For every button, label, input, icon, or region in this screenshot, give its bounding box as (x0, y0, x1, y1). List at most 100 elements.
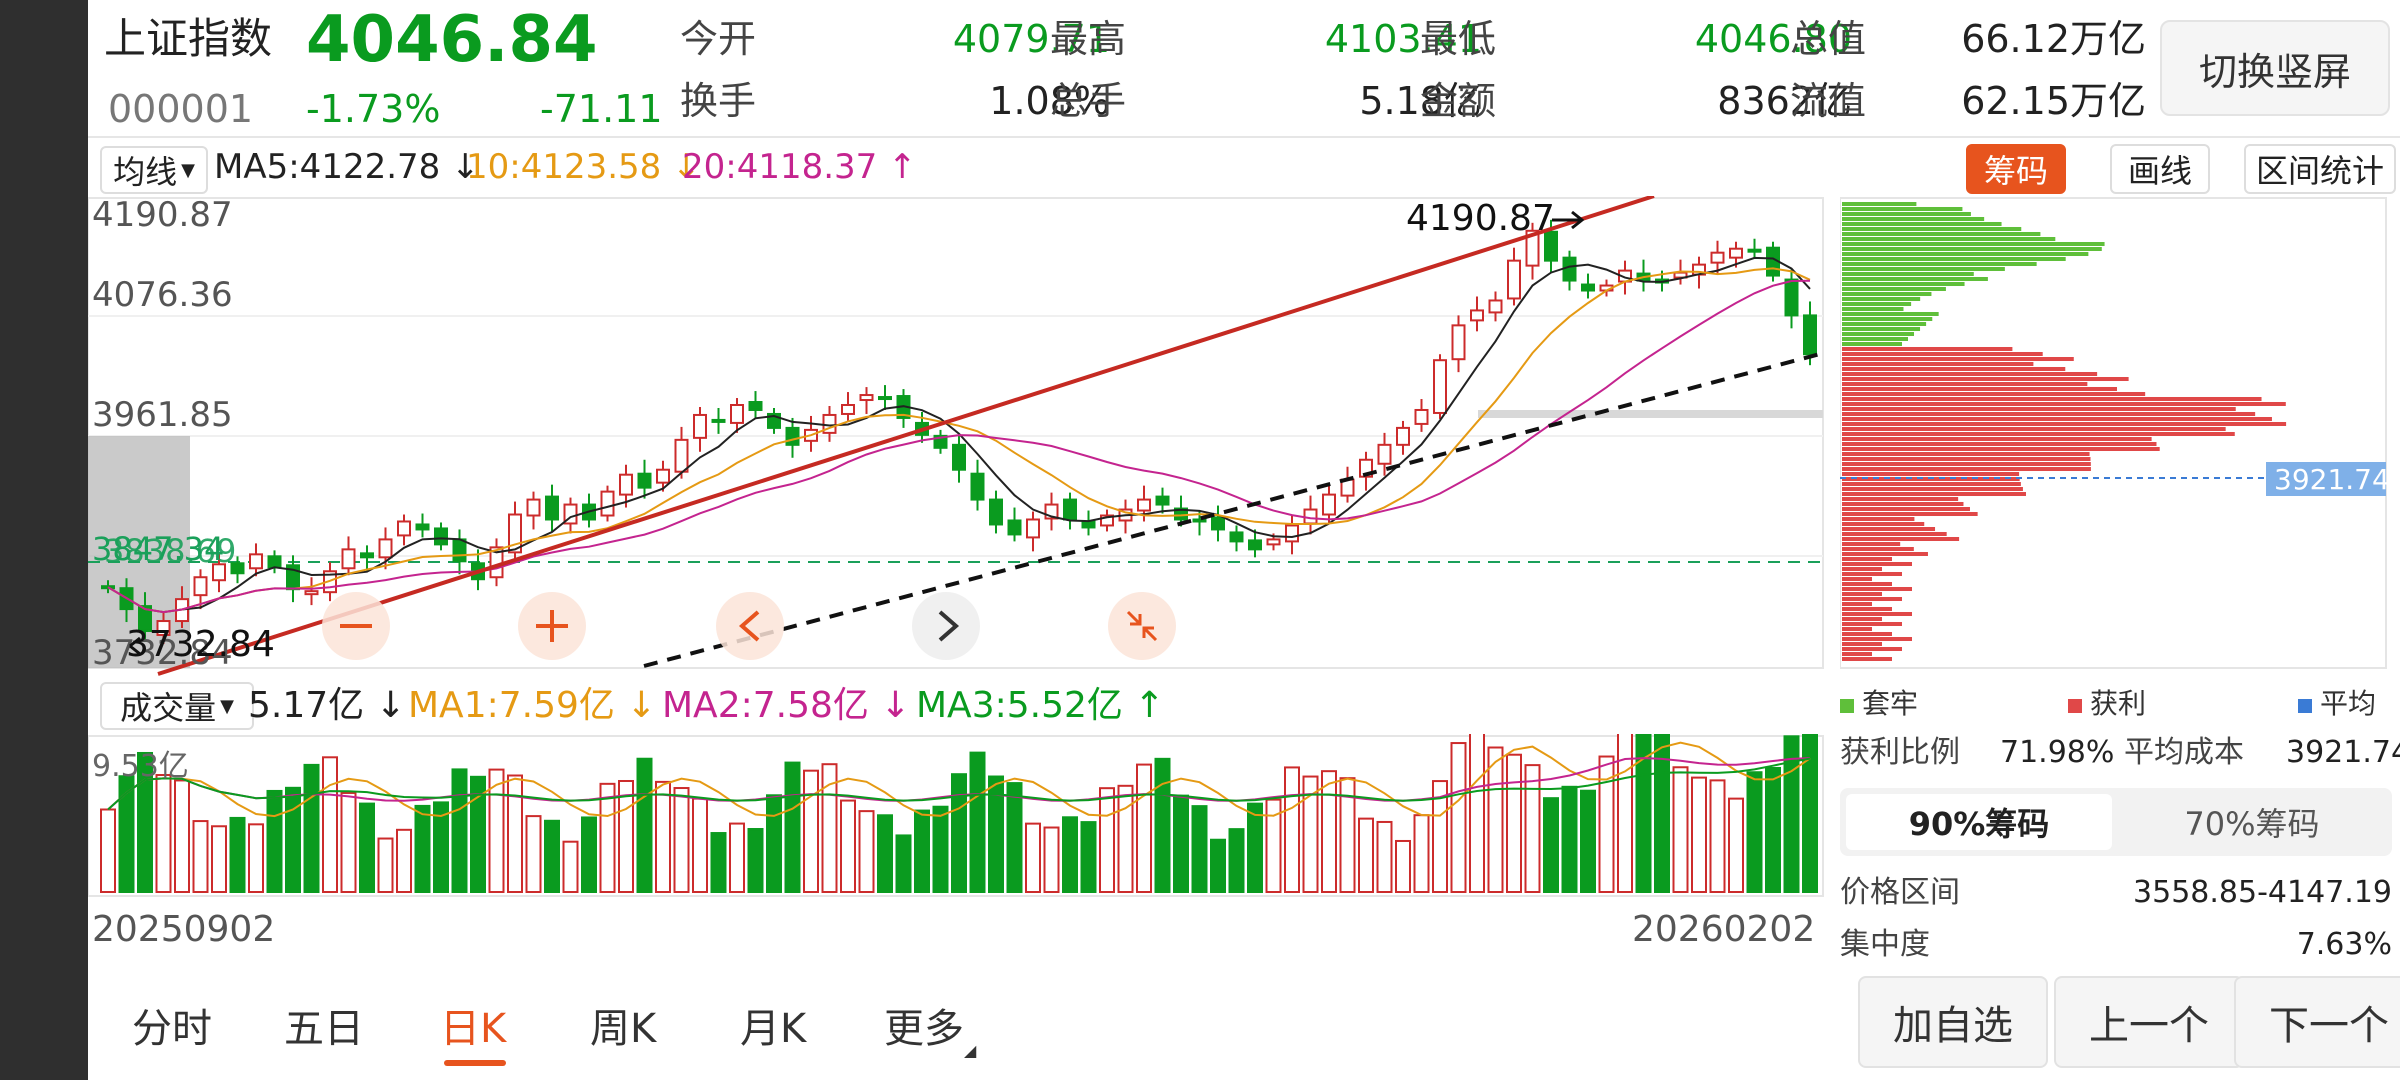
stat-value-turnover: 1.08% (989, 79, 1110, 123)
chip-bar (1842, 522, 1925, 526)
chevron-left-icon (738, 610, 760, 642)
candle-body (360, 552, 374, 559)
chip-bar (1842, 627, 1872, 631)
volume-bar (322, 756, 338, 894)
price-tick-4: 3847.34 (92, 530, 224, 568)
candle-body (711, 418, 726, 423)
tab-daily-k[interactable]: 日K (440, 1006, 507, 1052)
high-annotation: 4190.87 (1406, 198, 1555, 239)
chip-bar (1842, 377, 2129, 381)
candle-body (434, 527, 448, 546)
volume-bar (1691, 776, 1707, 893)
stat-label-turnover: 换手 (680, 79, 757, 123)
chip-bar (1842, 577, 1872, 581)
volume-ma2: MA2:7.58亿 ↓ (662, 685, 911, 726)
candle-body (1229, 531, 1244, 543)
shrink-icon (1126, 610, 1158, 642)
volume-bar (211, 825, 227, 893)
chip-bar (1842, 652, 1872, 656)
candle-body (156, 620, 171, 636)
volume-bar (137, 751, 153, 893)
next-stock-button[interactable]: 下一个 (2234, 976, 2400, 1068)
chart-tool-shrink[interactable] (1108, 592, 1176, 660)
legend-trapped: 套牢 (1840, 690, 1918, 718)
price-highlight-band (1478, 410, 1823, 418)
chip-bar (1842, 502, 1964, 506)
chip-bar (1842, 397, 2262, 401)
volume-bar (1524, 764, 1541, 893)
candle-body (1377, 443, 1392, 465)
volume-bar (729, 822, 745, 893)
overlap-price-label: 3838.69 (104, 532, 236, 570)
tab-monthly-k[interactable]: 月K (740, 1006, 807, 1052)
price-tick-1: 4190.87 (92, 196, 233, 235)
red-square-icon (2068, 699, 2082, 713)
volume-bar (1487, 746, 1504, 894)
volume-bar (1321, 770, 1337, 893)
chip-bar (1842, 412, 2256, 416)
candle-body (249, 553, 263, 570)
candle-body (1488, 299, 1503, 314)
candle-body (1803, 314, 1817, 356)
add-watchlist-button[interactable]: 加自选 (1858, 976, 2048, 1068)
chip-bar (1842, 307, 1904, 311)
tab-intraday[interactable]: 分时 (132, 1006, 212, 1052)
switch-portrait-button[interactable]: 切换竖屏 (2160, 20, 2390, 116)
chart-tool-next[interactable] (912, 592, 980, 660)
stock-code: 000001 (108, 87, 254, 131)
chip-bar (1842, 392, 2146, 396)
volume-bar (285, 786, 301, 893)
chip-bar (1842, 512, 1978, 516)
tab-chips-70[interactable]: 70%筹码 (2184, 805, 2320, 843)
candle-body (1470, 309, 1484, 322)
ma20-line (107, 279, 1811, 614)
legend-average: 平均 (2298, 690, 2376, 718)
candle-body (841, 404, 855, 415)
tab-chips-90[interactable]: 90%筹码 (1846, 794, 2112, 850)
volume-bar (951, 773, 967, 893)
blue-square-icon (2298, 699, 2312, 713)
volume-indicator-selector[interactable]: 成交量 ▼ (100, 682, 254, 730)
volume-bar (673, 787, 690, 894)
chart-tool-minus[interactable] (322, 592, 390, 660)
tab-interval-stats[interactable]: 区间统计 (2244, 144, 2396, 194)
volume-bar (1376, 820, 1393, 893)
chart-tool-plus[interactable] (518, 592, 586, 660)
candle-body (952, 443, 966, 471)
stat-label-market-cap: 总值 (1790, 17, 1867, 61)
previous-stock-button[interactable]: 上一个 (2054, 976, 2244, 1068)
volume-bars (100, 734, 1818, 894)
volume-bar (1154, 757, 1171, 893)
tab-five-day[interactable]: 五日 (284, 1006, 364, 1052)
tab-more[interactable]: 更多◢ (884, 996, 976, 1060)
caret-down-icon: ▼ (220, 695, 234, 717)
kline-chart[interactable]: 4190.87 4076.36 3961.85 3847.34 3838.69 … (88, 196, 1828, 676)
candle-body (785, 426, 800, 446)
candle-body (1747, 248, 1762, 253)
chart-tool-prev[interactable] (716, 592, 784, 660)
volume-chart[interactable]: 9.53亿 (88, 734, 1828, 898)
volume-ma3: MA3:5.52亿 ↑ (916, 685, 1165, 726)
chip-bar (1842, 422, 2287, 426)
corner-triangle-icon: ◢ (964, 1041, 977, 1060)
ma5-readout: MA5:4122.78 ↓ (214, 147, 480, 187)
tab-drawing[interactable]: 画线 (2110, 144, 2210, 194)
volume-bar (710, 832, 727, 893)
tab-weekly-k[interactable]: 周K (590, 1006, 657, 1052)
volume-bar (1783, 735, 1800, 894)
chip-bar (1842, 232, 2041, 236)
volume-bar (1580, 789, 1596, 893)
volume-selector-label: 成交量 (120, 689, 217, 727)
volume-bar (229, 816, 246, 893)
candle-body (267, 555, 282, 569)
active-tab-indicator (444, 1060, 506, 1066)
date-start: 20250902 (92, 909, 276, 950)
chip-bar (1842, 262, 2037, 266)
candle-body (1562, 256, 1577, 282)
volume-bar (1543, 797, 1559, 893)
stat-label-low: 最低 (1420, 17, 1497, 61)
volume-bar (1117, 784, 1134, 893)
indicator-selector[interactable]: 均线 ▼ (100, 146, 208, 194)
tab-chips[interactable]: 筹码 (1966, 144, 2066, 194)
candle-body (933, 434, 948, 449)
